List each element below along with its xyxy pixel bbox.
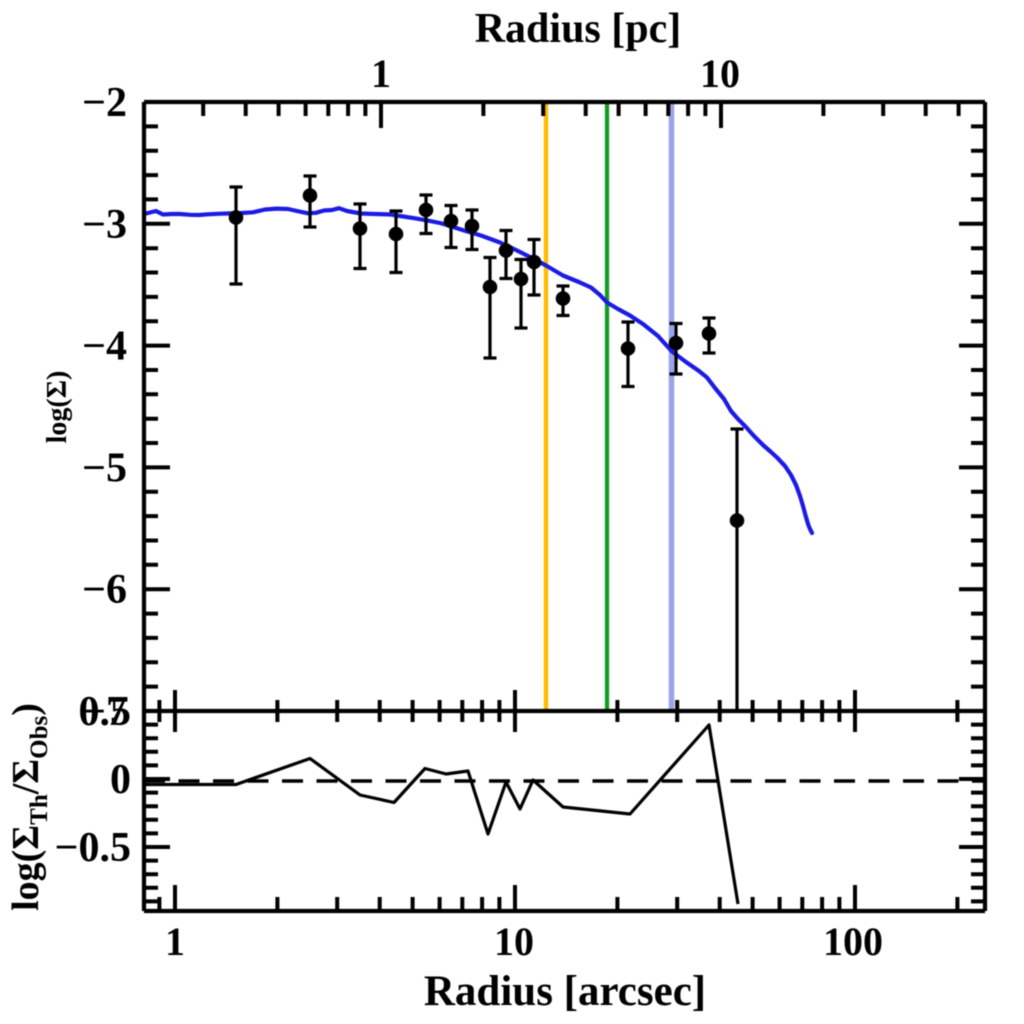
svg-text:0.5: 0.5 bbox=[79, 689, 132, 735]
svg-text:Radius [pc]: Radius [pc] bbox=[475, 6, 682, 52]
svg-text:100: 100 bbox=[823, 919, 883, 964]
svg-text:−7: −7 bbox=[82, 689, 127, 735]
svg-text:log(ΣTh/ΣObs): log(ΣTh/ΣObs) bbox=[5, 703, 53, 911]
svg-text:−6: −6 bbox=[82, 567, 127, 613]
svg-text:10: 10 bbox=[700, 51, 740, 96]
svg-text:−0.5: −0.5 bbox=[55, 825, 131, 871]
svg-text:0: 0 bbox=[110, 757, 131, 803]
svg-text:1: 1 bbox=[371, 51, 391, 96]
svg-text:−2: −2 bbox=[82, 80, 127, 126]
svg-text:Radius [arcsec]: Radius [arcsec] bbox=[424, 968, 706, 1015]
svg-text:−5: −5 bbox=[82, 445, 127, 491]
svg-text:−4: −4 bbox=[82, 324, 127, 370]
svg-text:log(Σ): log(Σ) bbox=[42, 371, 73, 444]
svg-text:−3: −3 bbox=[82, 202, 127, 248]
svg-text:1: 1 bbox=[165, 919, 185, 964]
svg-text:10: 10 bbox=[494, 919, 534, 964]
